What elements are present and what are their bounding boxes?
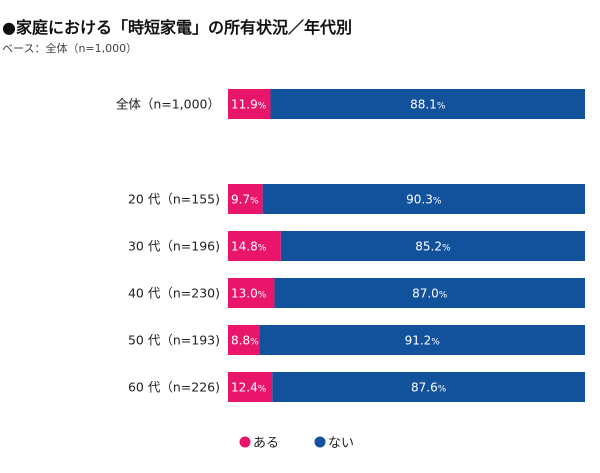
category-label: 50 代（n=193)	[128, 333, 220, 348]
bar-aru	[228, 89, 271, 119]
legend-marker	[239, 436, 251, 448]
data-label: 91.2%	[405, 334, 441, 348]
bar-aru	[228, 231, 281, 261]
chart-subtitle: ベース：全体（n=1,000）	[2, 42, 138, 55]
data-label: 88.1%	[410, 98, 446, 112]
data-label: 13.0%	[231, 287, 267, 301]
bar-aru	[228, 372, 273, 402]
category-label: 全体（n=1,000）	[116, 97, 220, 112]
bar-nai	[259, 325, 585, 355]
data-label: 9.7%	[231, 193, 259, 207]
legend-label: ある	[253, 436, 279, 451]
data-label: 14.8%	[231, 240, 267, 254]
category-label: 40 代（n=230)	[128, 286, 220, 301]
chart-title: ●家庭における「時短家電」の所有状況／年代別	[2, 18, 352, 37]
data-label: 12.4%	[231, 381, 267, 395]
data-label: 8.8%	[231, 334, 259, 348]
bar-nai	[272, 372, 585, 402]
data-label: 85.2%	[415, 240, 451, 254]
legend-marker	[314, 436, 326, 448]
bar-aru	[228, 184, 263, 214]
data-label: 87.6%	[411, 381, 447, 395]
category-label: 30 代（n=196)	[128, 239, 220, 254]
bar-aru	[228, 325, 260, 355]
bar-nai	[274, 278, 585, 308]
bar-nai	[270, 89, 585, 119]
bar-nai	[280, 231, 585, 261]
data-label: 87.0%	[412, 287, 448, 301]
data-label: 11.9%	[231, 98, 267, 112]
legend-label: ない	[328, 436, 354, 451]
category-label: 20 代（n=155)	[128, 192, 220, 207]
bar-nai	[262, 184, 585, 214]
category-label: 60 代（n=226)	[128, 380, 220, 395]
data-label: 90.3%	[406, 193, 442, 207]
bar-aru	[228, 278, 275, 308]
